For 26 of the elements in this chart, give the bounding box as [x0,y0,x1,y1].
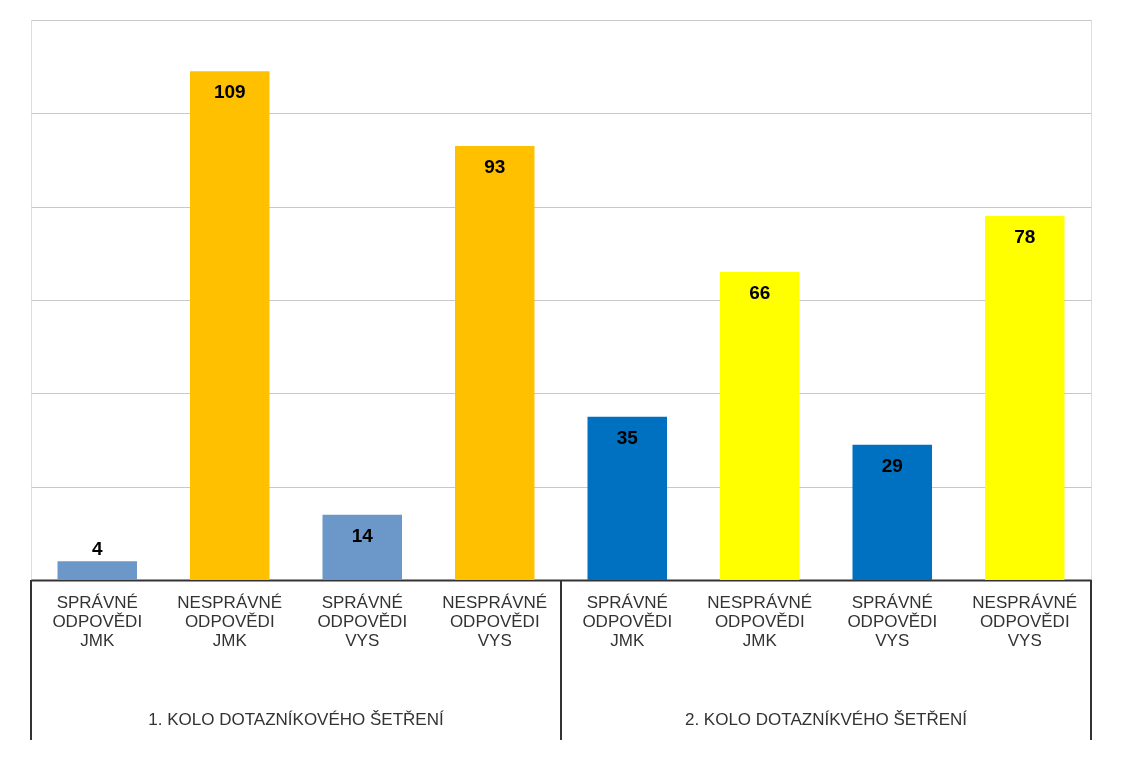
bar [455,146,535,580]
bar [985,216,1065,580]
x-tick-label: NESPRÁVNÉ ODPOVĚDI JMK [707,592,813,650]
data-label: 4 [91,538,103,560]
data-label: 93 [484,156,506,177]
data-label: 35 [616,426,639,448]
bar [322,514,402,580]
x-tick-label: NESPRÁVNÉ ODPOVĚDI JMK [177,592,283,650]
x-tick-label: SPRÁVNÉ ODPOVĚDI VYS [317,592,408,650]
text: 2. KOLO DOTAZNÍKVÉHO ŠETŘENÍ [684,710,968,729]
x-tick-label: SPRÁVNÉ ODPOVĚDI VYS [847,592,938,650]
x-tick-label: SPRÁVNÉ ODPOVĚDI JMK [582,592,673,650]
data-label: 14 [351,524,374,546]
data-label: 29 [881,454,903,476]
x-tick-label: NESPRÁVNÉ ODPOVĚDI VYS [442,592,548,650]
bar [852,444,932,580]
data-label: 78 [1014,226,1036,247]
data-label: 109 [213,81,246,103]
bar [57,561,137,580]
text: 1. KOLO DOTAZNÍKOVÉHO ŠETŘENÍ [148,710,444,729]
x-tick-label: SPRÁVNÉ ODPOVĚDI JMK [52,592,143,650]
data-label: 66 [749,282,771,303]
x-tick-label: NESPRÁVNÉ ODPOVĚDI VYS [972,592,1078,650]
bar [720,272,800,580]
bar [190,71,270,580]
bar [587,416,667,580]
